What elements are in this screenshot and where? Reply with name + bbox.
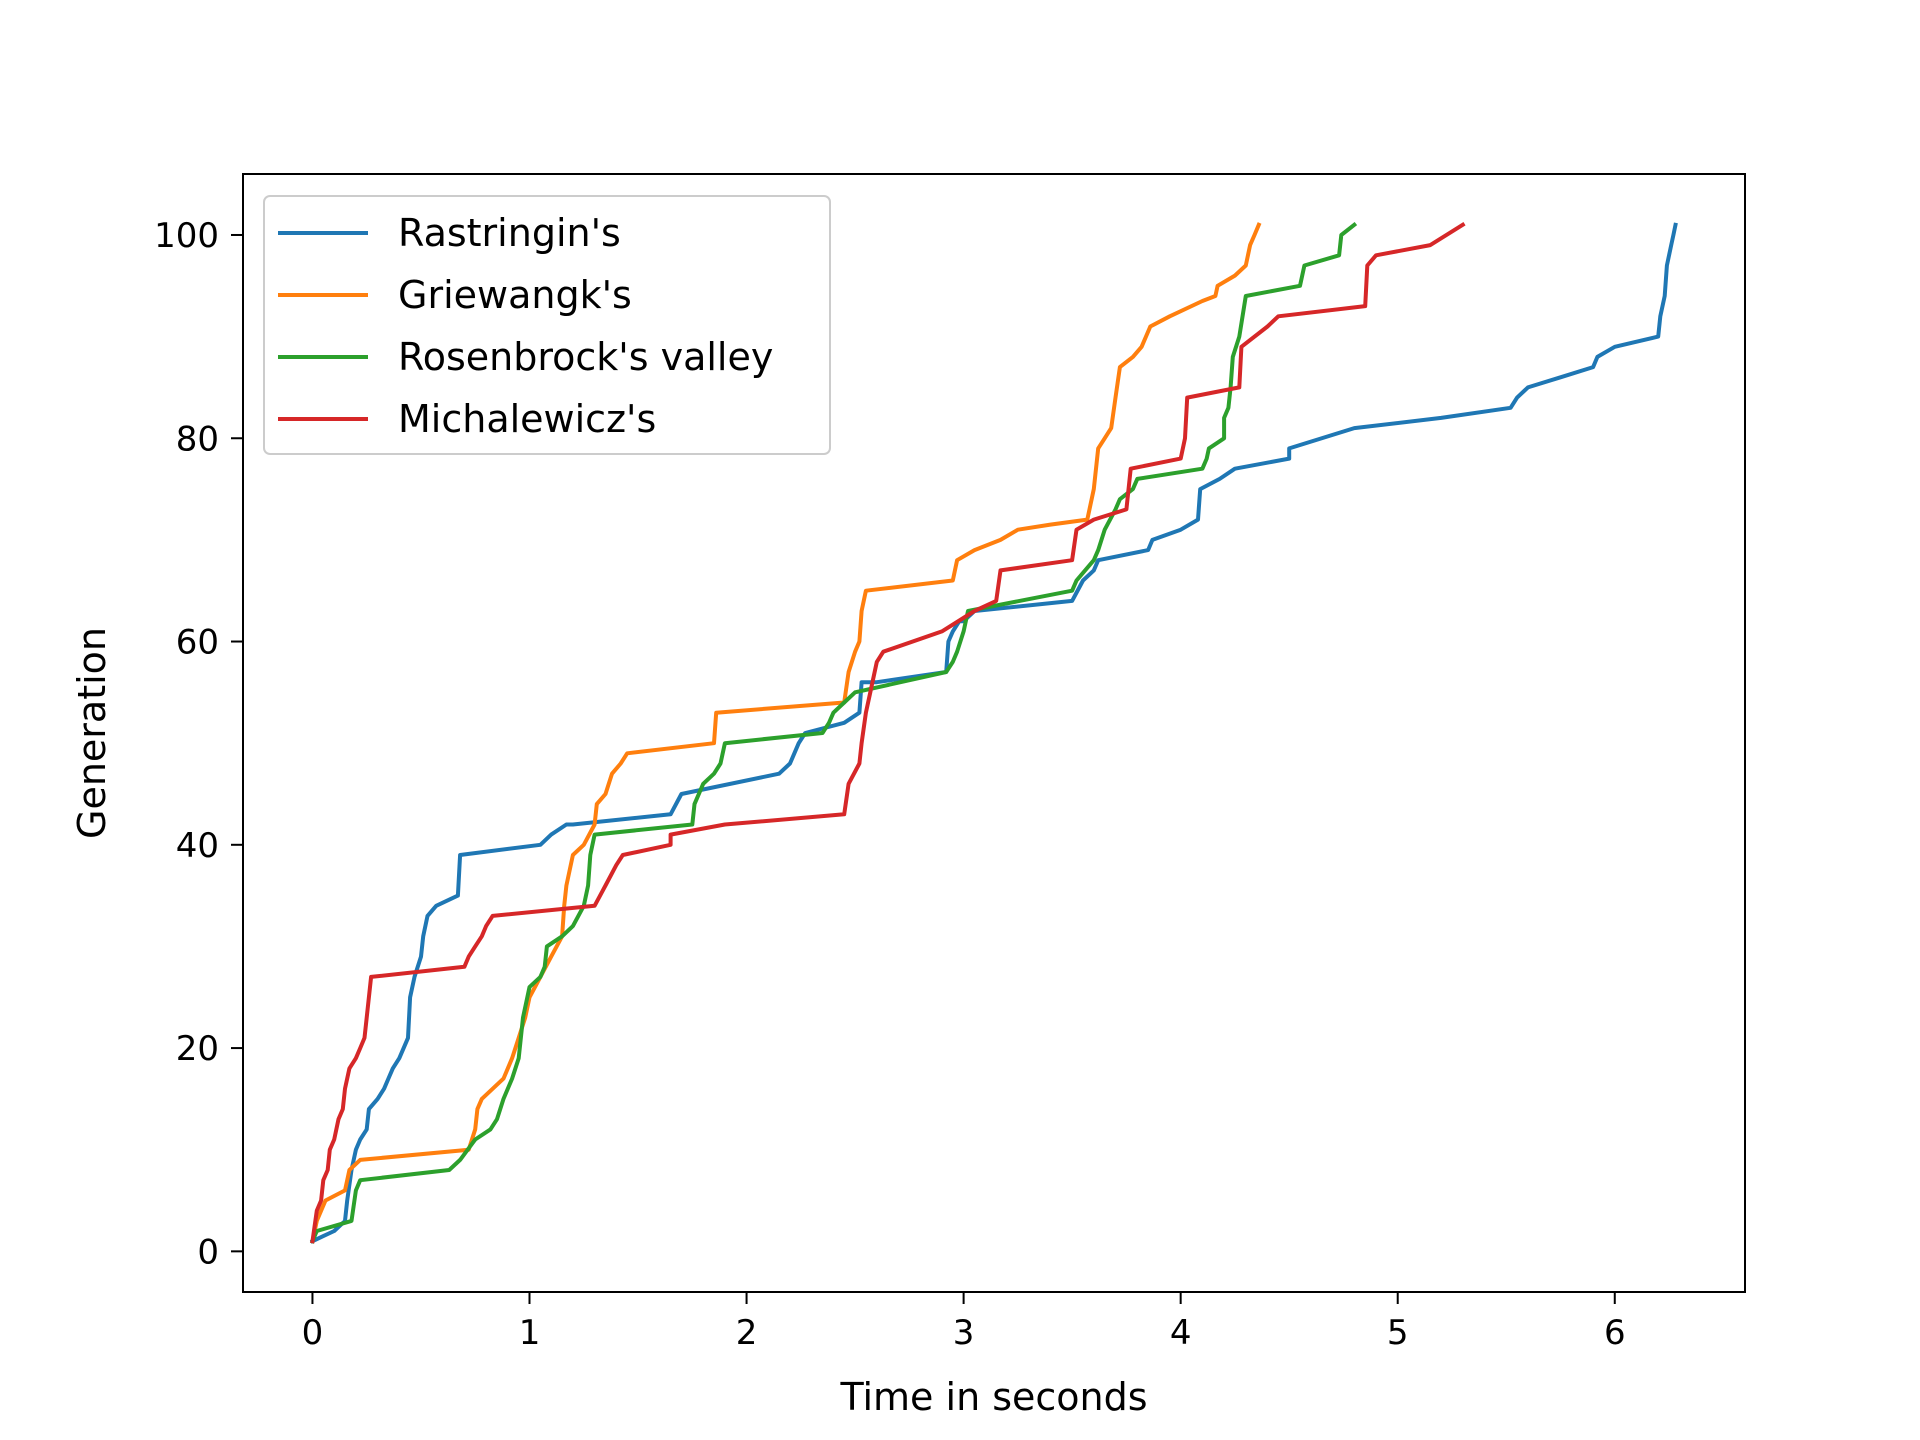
y-tick-label: 60 [176, 623, 219, 663]
x-tick-label: 4 [1170, 1313, 1192, 1353]
y-tick-label: 20 [176, 1029, 219, 1069]
y-axis: 0 20 40 60 80 100 [154, 216, 243, 1272]
x-tick-label: 1 [519, 1313, 541, 1353]
y-tick-label: 80 [176, 419, 219, 459]
legend-box [263, 195, 831, 455]
legend-label-rosenbrock-s-valley: Rosenbrock's valley [398, 335, 773, 379]
x-tick-label: 2 [736, 1313, 758, 1353]
y-tick-label: 100 [154, 216, 219, 256]
y-axis-label: Generation [70, 627, 114, 839]
series-layer [309, 221, 1678, 1244]
y-tick-label: 0 [197, 1232, 219, 1272]
series-line-rastringin-s [309, 222, 1678, 1244]
series-line-michalewicz-s [310, 222, 1466, 1244]
plot-frame [242, 173, 1746, 1293]
legend: Rastringin's Griewangk's Rosenbrock's vall… [263, 195, 831, 455]
y-tick-label: 40 [176, 826, 219, 866]
legend-label-griewangk-s: Griewangk's [398, 273, 632, 317]
series-line-rosenbrock-s-valley [309, 221, 1358, 1244]
x-axis-label: Time in seconds [839, 1375, 1147, 1419]
legend-label-michalewicz-s: Michalewicz's [398, 397, 656, 441]
x-tick-label: 3 [953, 1313, 975, 1353]
x-tick-label: 0 [302, 1313, 324, 1353]
series-line-griewangk-s [310, 222, 1262, 1244]
x-tick-label: 5 [1387, 1313, 1409, 1353]
x-axis: 0 1 2 3 4 5 6 [302, 1292, 1626, 1353]
legend-label-rastringin-s: Rastringin's [398, 211, 621, 255]
x-tick-label: 6 [1604, 1313, 1626, 1353]
